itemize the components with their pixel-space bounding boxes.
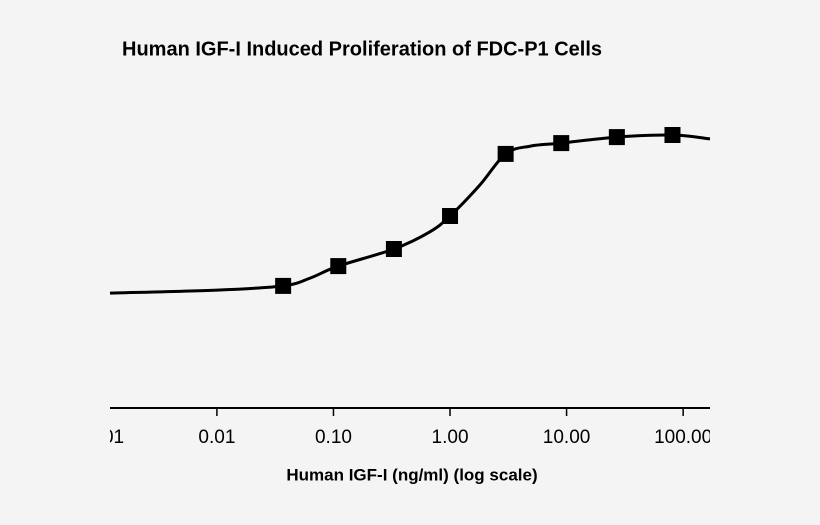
x-tick-label: 0.001 <box>77 427 125 448</box>
data-point <box>664 127 681 143</box>
data-point <box>442 208 459 224</box>
data-point <box>330 258 347 275</box>
data-point <box>553 135 570 152</box>
data-point <box>608 129 625 146</box>
x-tick-label: 0.10 <box>315 427 352 448</box>
fit-curve <box>109 133 711 295</box>
x-tick-label: 1.00 <box>432 427 469 448</box>
x-axis-title: Human IGF-I (ng/ml) (log scale) <box>286 465 537 484</box>
x-tick-labels: 0.001 0.01 0.10 1.00 10.00 100.00 <box>77 427 712 448</box>
data-point <box>275 277 292 294</box>
x-tick-label: 10.00 <box>543 427 591 448</box>
x-tick-label: 0.01 <box>198 427 235 448</box>
data-point <box>385 241 402 257</box>
x-tick-label: 100.00 <box>654 427 712 448</box>
chart-title: Human IGF-I Induced Proliferation of FDC… <box>122 38 602 60</box>
data-point <box>497 145 514 162</box>
